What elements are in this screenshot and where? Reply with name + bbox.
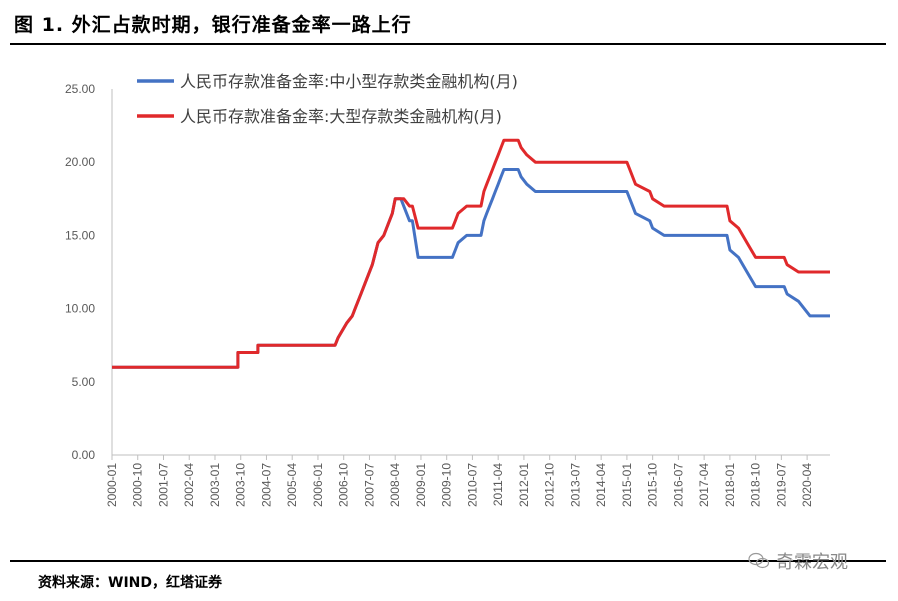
y-tick-label: 5.00 [72, 375, 96, 389]
bottom-rule [10, 560, 886, 562]
x-tick-label: 2000-01 [105, 463, 119, 507]
y-tick-label: 20.00 [65, 155, 95, 169]
x-tick-label: 2012-10 [543, 463, 557, 507]
wechat-icon [748, 552, 770, 569]
y-tick-label: 0.00 [72, 448, 96, 462]
x-tick-label: 2009-01 [414, 463, 428, 507]
x-tick-label: 2017-04 [697, 463, 711, 507]
legend-label: 人民币存款准备金率:大型存款类金融机构(月) [180, 107, 502, 126]
series-line-large [112, 138, 830, 369]
x-tick-label: 2008-04 [388, 463, 402, 507]
top-rule [10, 43, 886, 45]
x-tick-label: 2018-10 [749, 463, 763, 507]
x-tick-label: 2005-04 [285, 463, 299, 507]
y-axis: 0.00 5.00 10.00 15.00 20.00 25.00 [65, 82, 113, 462]
x-tick-label: 2018-01 [723, 463, 737, 507]
x-tick-label: 2014-04 [594, 463, 608, 507]
legend: 人民币存款准备金率:中小型存款类金融机构(月) 人民币存款准备金率:大型存款类金融… [137, 72, 518, 126]
x-tick-label: 2010-07 [465, 463, 479, 507]
x-tick-label: 2002-04 [182, 463, 196, 507]
y-tick-label: 10.00 [65, 302, 95, 316]
x-tick-label: 2016-07 [671, 463, 685, 507]
y-tick-label: 25.00 [65, 82, 95, 96]
x-tick-label: 2003-10 [234, 463, 248, 507]
x-tick-label: 2015-01 [620, 463, 634, 507]
x-tick-label: 2015-10 [646, 463, 660, 507]
y-tick-label: 15.00 [65, 228, 95, 242]
x-tick-label: 2007-07 [362, 463, 376, 507]
series-lines [112, 138, 830, 369]
x-tick-label: 2009-10 [440, 463, 454, 507]
x-tick-label: 2011-04 [491, 463, 505, 506]
watermark: 奇霖宏观 [748, 548, 848, 574]
x-tick-label: 2000-10 [131, 463, 145, 507]
watermark-text: 奇霖宏观 [776, 552, 848, 573]
x-tick-label: 2001-07 [156, 463, 170, 507]
x-tick-label: 2003-01 [208, 463, 222, 507]
x-tick-label: 2006-10 [337, 463, 351, 507]
chart-title: 图 1. 外汇占款时期，银行准备金率一路上行 [14, 14, 412, 36]
x-tick-label: 2006-01 [311, 463, 325, 507]
source-note: 资料来源：WIND，红塔证券 [38, 575, 222, 591]
series-line-small-medium [112, 168, 830, 369]
x-tick-label: 2004-07 [259, 463, 273, 507]
x-tick-label: 2019-07 [774, 463, 788, 507]
x-axis: 2000-01 2000-10 2001-07 2002-04 2003-01 2003-… [105, 454, 830, 507]
x-tick-label: 2013-07 [568, 463, 582, 507]
x-tick-label: 2012-01 [517, 463, 531, 507]
x-tick-label: 2020-04 [800, 463, 814, 507]
legend-label: 人民币存款准备金率:中小型存款类金融机构(月) [180, 72, 518, 91]
